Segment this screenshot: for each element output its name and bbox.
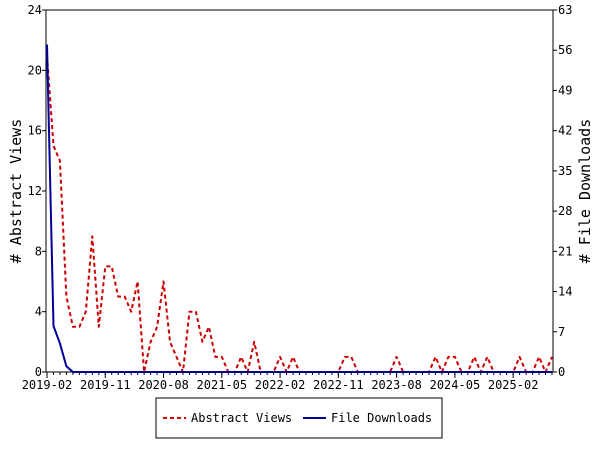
x-tick-label: 2024-05 bbox=[430, 378, 481, 392]
y-right-tick-label: 7 bbox=[558, 325, 565, 339]
y-right-tick-label: 14 bbox=[558, 285, 572, 299]
y-axis-right-title: # File Downloads bbox=[576, 119, 594, 264]
legend-box bbox=[155, 397, 443, 439]
legend: Abstract Views File Downloads bbox=[155, 397, 443, 439]
y-left-tick-label: 24 bbox=[28, 3, 42, 17]
y-right-tick-label: 28 bbox=[558, 204, 572, 218]
x-tick-label: 2022-02 bbox=[255, 378, 306, 392]
y-right-tick-label: 49 bbox=[558, 83, 572, 97]
x-tick-label: 2022-11 bbox=[313, 378, 364, 392]
y-left-tick-label: 12 bbox=[28, 184, 42, 198]
x-tick-label: 2019-11 bbox=[80, 378, 131, 392]
y-left-tick-label: 4 bbox=[35, 305, 42, 319]
x-tick-label: 2023-08 bbox=[371, 378, 422, 392]
y-axis-left-title: # Abstract Views bbox=[7, 119, 25, 264]
legend-label-abstract-views: Abstract Views bbox=[191, 411, 292, 425]
plot-area bbox=[45, 9, 554, 373]
plot-frame bbox=[45, 9, 554, 373]
x-tick-label: 2025-02 bbox=[488, 378, 539, 392]
x-tick-label: 2021-05 bbox=[197, 378, 248, 392]
y-right-tick-label: 0 bbox=[558, 365, 565, 379]
y-left-tick-label: 16 bbox=[28, 124, 42, 138]
axes: 0 4 8 12 16 20 24 0 7 14 21 28 35 42 49 56 63 2019-02 2019… bbox=[22, 3, 573, 392]
y-left-tick-label: 20 bbox=[28, 63, 42, 77]
y-right-tick-label: 35 bbox=[558, 164, 572, 178]
y-right-tick-label: 21 bbox=[558, 244, 572, 258]
x-tick-label: 2020-08 bbox=[138, 378, 189, 392]
y-left-tick-label: 8 bbox=[35, 244, 42, 258]
y-left-tick-label: 0 bbox=[35, 365, 42, 379]
x-tick-label: 2019-02 bbox=[22, 378, 73, 392]
y-right-tick-label: 42 bbox=[558, 124, 572, 138]
y-right-tick-label: 63 bbox=[558, 3, 572, 17]
y-right-tick-label: 56 bbox=[558, 43, 572, 57]
legend-label-file-downloads: File Downloads bbox=[331, 411, 432, 425]
